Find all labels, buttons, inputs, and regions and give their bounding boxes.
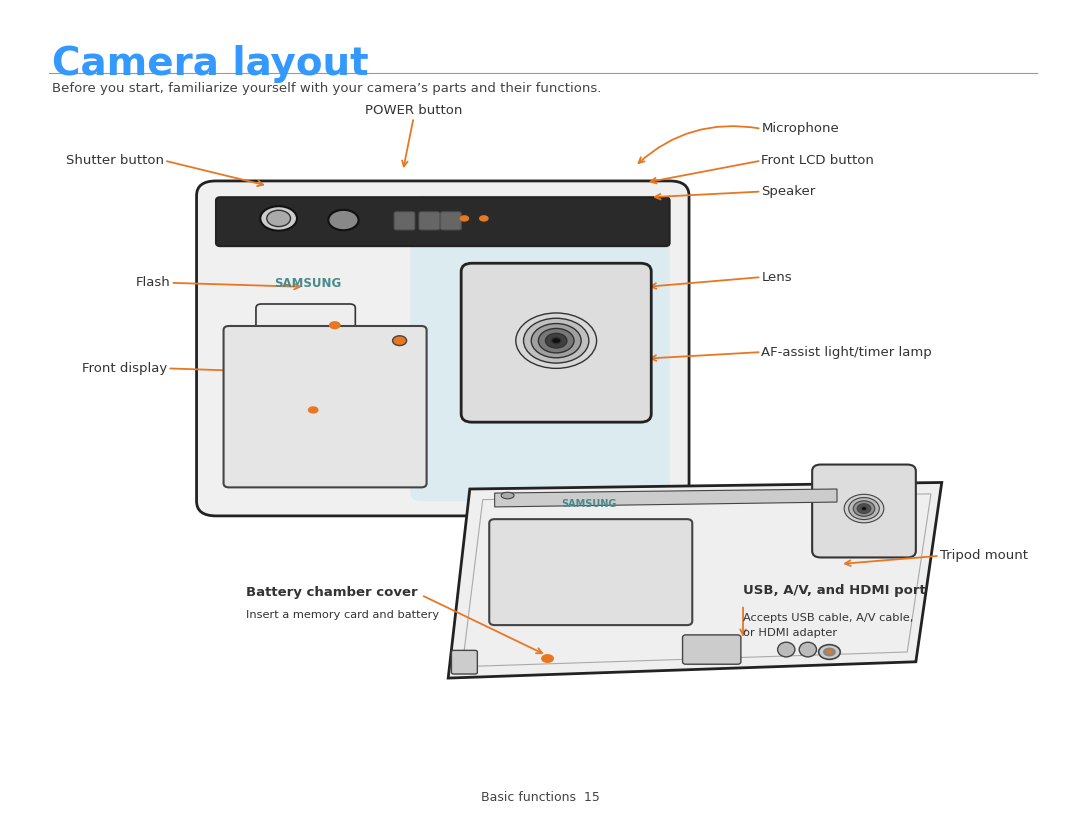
Text: Front LCD button: Front LCD button <box>761 154 875 167</box>
Text: SAMSUNG: SAMSUNG <box>561 499 617 509</box>
Ellipse shape <box>538 328 575 353</box>
Ellipse shape <box>819 645 840 659</box>
Ellipse shape <box>826 650 833 654</box>
FancyBboxPatch shape <box>224 326 427 487</box>
FancyBboxPatch shape <box>197 181 689 516</box>
FancyBboxPatch shape <box>812 465 916 557</box>
Text: AF-assist light/timer lamp: AF-assist light/timer lamp <box>761 346 932 359</box>
Text: Accepts USB cable, A/V cable,: Accepts USB cable, A/V cable, <box>743 613 914 623</box>
Ellipse shape <box>308 407 319 414</box>
Ellipse shape <box>861 506 867 510</box>
Text: Speaker: Speaker <box>761 185 815 198</box>
Text: SAMSUNG: SAMSUNG <box>274 277 341 290</box>
Ellipse shape <box>260 206 297 231</box>
Text: or HDMI adapter: or HDMI adapter <box>743 628 837 637</box>
Ellipse shape <box>329 321 341 329</box>
FancyBboxPatch shape <box>410 196 670 501</box>
Polygon shape <box>448 482 942 678</box>
Text: Lens: Lens <box>761 271 792 284</box>
FancyBboxPatch shape <box>441 212 461 230</box>
FancyBboxPatch shape <box>216 197 670 246</box>
FancyBboxPatch shape <box>419 212 440 230</box>
Text: Before you start, familiarize yourself with your camera’s parts and their functi: Before you start, familiarize yourself w… <box>52 82 602 95</box>
Text: Insert a memory card and battery: Insert a memory card and battery <box>246 610 440 619</box>
Ellipse shape <box>328 210 359 231</box>
Ellipse shape <box>552 337 561 344</box>
Ellipse shape <box>545 333 567 348</box>
Text: USB, A/V, and HDMI port: USB, A/V, and HDMI port <box>743 584 926 597</box>
FancyBboxPatch shape <box>683 635 741 664</box>
Ellipse shape <box>541 654 554 663</box>
FancyBboxPatch shape <box>256 304 355 345</box>
Text: Flash: Flash <box>136 276 171 289</box>
Ellipse shape <box>799 642 816 657</box>
Polygon shape <box>495 489 837 507</box>
FancyBboxPatch shape <box>461 263 651 422</box>
FancyBboxPatch shape <box>451 650 477 674</box>
Ellipse shape <box>460 215 470 222</box>
Text: POWER button: POWER button <box>365 104 462 117</box>
Text: Front display: Front display <box>82 362 167 375</box>
Text: Shutter button: Shutter button <box>66 154 164 167</box>
Text: Basic functions  15: Basic functions 15 <box>481 791 599 804</box>
Ellipse shape <box>393 336 406 346</box>
Ellipse shape <box>267 210 291 227</box>
Text: Microphone: Microphone <box>761 122 839 135</box>
Ellipse shape <box>516 313 596 368</box>
Ellipse shape <box>501 492 514 499</box>
Ellipse shape <box>849 497 879 520</box>
Ellipse shape <box>524 318 589 363</box>
Ellipse shape <box>823 647 836 657</box>
Ellipse shape <box>778 642 795 657</box>
Text: Camera layout: Camera layout <box>52 45 368 83</box>
Ellipse shape <box>858 504 870 513</box>
Ellipse shape <box>853 500 875 517</box>
Text: Battery chamber cover: Battery chamber cover <box>246 586 418 599</box>
FancyBboxPatch shape <box>394 212 415 230</box>
Text: Tripod mount: Tripod mount <box>940 549 1027 562</box>
Ellipse shape <box>531 324 581 358</box>
Ellipse shape <box>480 215 489 222</box>
Ellipse shape <box>845 494 883 523</box>
FancyBboxPatch shape <box>489 519 692 625</box>
